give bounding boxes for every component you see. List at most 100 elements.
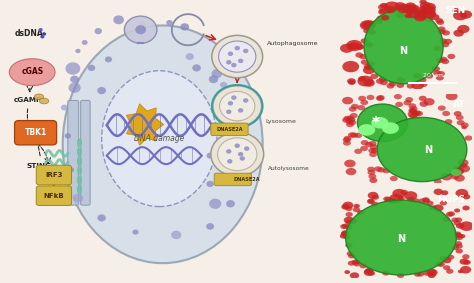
Circle shape: [240, 156, 245, 161]
FancyBboxPatch shape: [68, 100, 79, 205]
Circle shape: [73, 194, 83, 202]
Circle shape: [420, 5, 436, 15]
Circle shape: [350, 219, 357, 224]
Circle shape: [343, 205, 349, 208]
Circle shape: [408, 108, 416, 113]
Ellipse shape: [377, 117, 467, 182]
Circle shape: [358, 124, 375, 136]
Circle shape: [409, 109, 417, 114]
Circle shape: [441, 190, 448, 195]
Circle shape: [456, 235, 463, 240]
Circle shape: [423, 271, 430, 276]
Circle shape: [345, 206, 353, 211]
Circle shape: [454, 166, 462, 171]
Circle shape: [414, 13, 427, 22]
Circle shape: [382, 122, 399, 134]
Circle shape: [356, 44, 364, 50]
Circle shape: [365, 142, 373, 147]
Polygon shape: [127, 104, 164, 145]
Circle shape: [389, 194, 403, 203]
Circle shape: [403, 100, 411, 106]
FancyBboxPatch shape: [15, 121, 56, 145]
Circle shape: [372, 195, 379, 200]
Circle shape: [206, 223, 214, 230]
Circle shape: [368, 29, 376, 35]
Circle shape: [405, 13, 412, 18]
Circle shape: [442, 111, 450, 116]
Circle shape: [458, 159, 469, 166]
Circle shape: [82, 40, 88, 45]
Text: HGPS: HGPS: [438, 195, 465, 204]
Circle shape: [376, 78, 384, 84]
Ellipse shape: [9, 59, 55, 85]
Circle shape: [419, 101, 428, 107]
Circle shape: [350, 132, 358, 138]
Circle shape: [456, 223, 464, 229]
Circle shape: [359, 54, 367, 59]
Circle shape: [238, 59, 243, 63]
Circle shape: [369, 178, 377, 183]
Circle shape: [455, 241, 462, 246]
Circle shape: [374, 166, 382, 172]
Circle shape: [407, 6, 419, 14]
Circle shape: [219, 41, 256, 72]
Circle shape: [211, 132, 264, 176]
Circle shape: [342, 61, 359, 72]
Circle shape: [367, 199, 375, 203]
Circle shape: [420, 2, 431, 9]
Circle shape: [238, 108, 243, 113]
Circle shape: [456, 248, 463, 254]
Circle shape: [384, 6, 395, 13]
Text: 20 μm: 20 μm: [423, 72, 443, 78]
Circle shape: [439, 38, 447, 44]
Circle shape: [414, 11, 422, 16]
Circle shape: [392, 189, 406, 198]
Ellipse shape: [357, 104, 408, 142]
Circle shape: [209, 75, 218, 83]
Circle shape: [423, 3, 436, 11]
Text: DNASE2A: DNASE2A: [233, 177, 260, 182]
Circle shape: [433, 46, 441, 51]
Circle shape: [405, 97, 413, 102]
Circle shape: [231, 95, 237, 100]
Circle shape: [425, 73, 433, 79]
Circle shape: [367, 170, 375, 175]
Circle shape: [138, 22, 146, 29]
Circle shape: [385, 197, 392, 202]
Circle shape: [444, 39, 452, 44]
Circle shape: [166, 20, 173, 25]
Circle shape: [405, 2, 416, 10]
Circle shape: [346, 119, 353, 124]
Circle shape: [365, 42, 373, 48]
Circle shape: [113, 15, 124, 24]
Text: IRF3: IRF3: [45, 172, 63, 178]
Circle shape: [348, 132, 356, 138]
Circle shape: [443, 265, 450, 270]
Circle shape: [344, 136, 352, 141]
Circle shape: [436, 58, 444, 63]
Circle shape: [348, 120, 356, 125]
Circle shape: [447, 211, 455, 216]
Circle shape: [452, 245, 459, 250]
Circle shape: [455, 217, 462, 222]
Circle shape: [419, 9, 427, 14]
Circle shape: [459, 221, 474, 231]
Circle shape: [70, 76, 79, 83]
Circle shape: [382, 271, 390, 276]
Circle shape: [438, 106, 446, 111]
Circle shape: [383, 196, 391, 201]
Circle shape: [396, 83, 404, 88]
Circle shape: [456, 115, 464, 120]
Circle shape: [340, 44, 354, 53]
Circle shape: [441, 173, 452, 181]
Circle shape: [365, 65, 373, 70]
Circle shape: [364, 269, 374, 276]
Circle shape: [341, 230, 349, 235]
Ellipse shape: [364, 9, 443, 84]
Circle shape: [462, 205, 470, 211]
Circle shape: [462, 254, 470, 259]
Circle shape: [458, 165, 470, 173]
Circle shape: [463, 194, 470, 200]
Circle shape: [422, 6, 433, 14]
Circle shape: [445, 119, 453, 125]
